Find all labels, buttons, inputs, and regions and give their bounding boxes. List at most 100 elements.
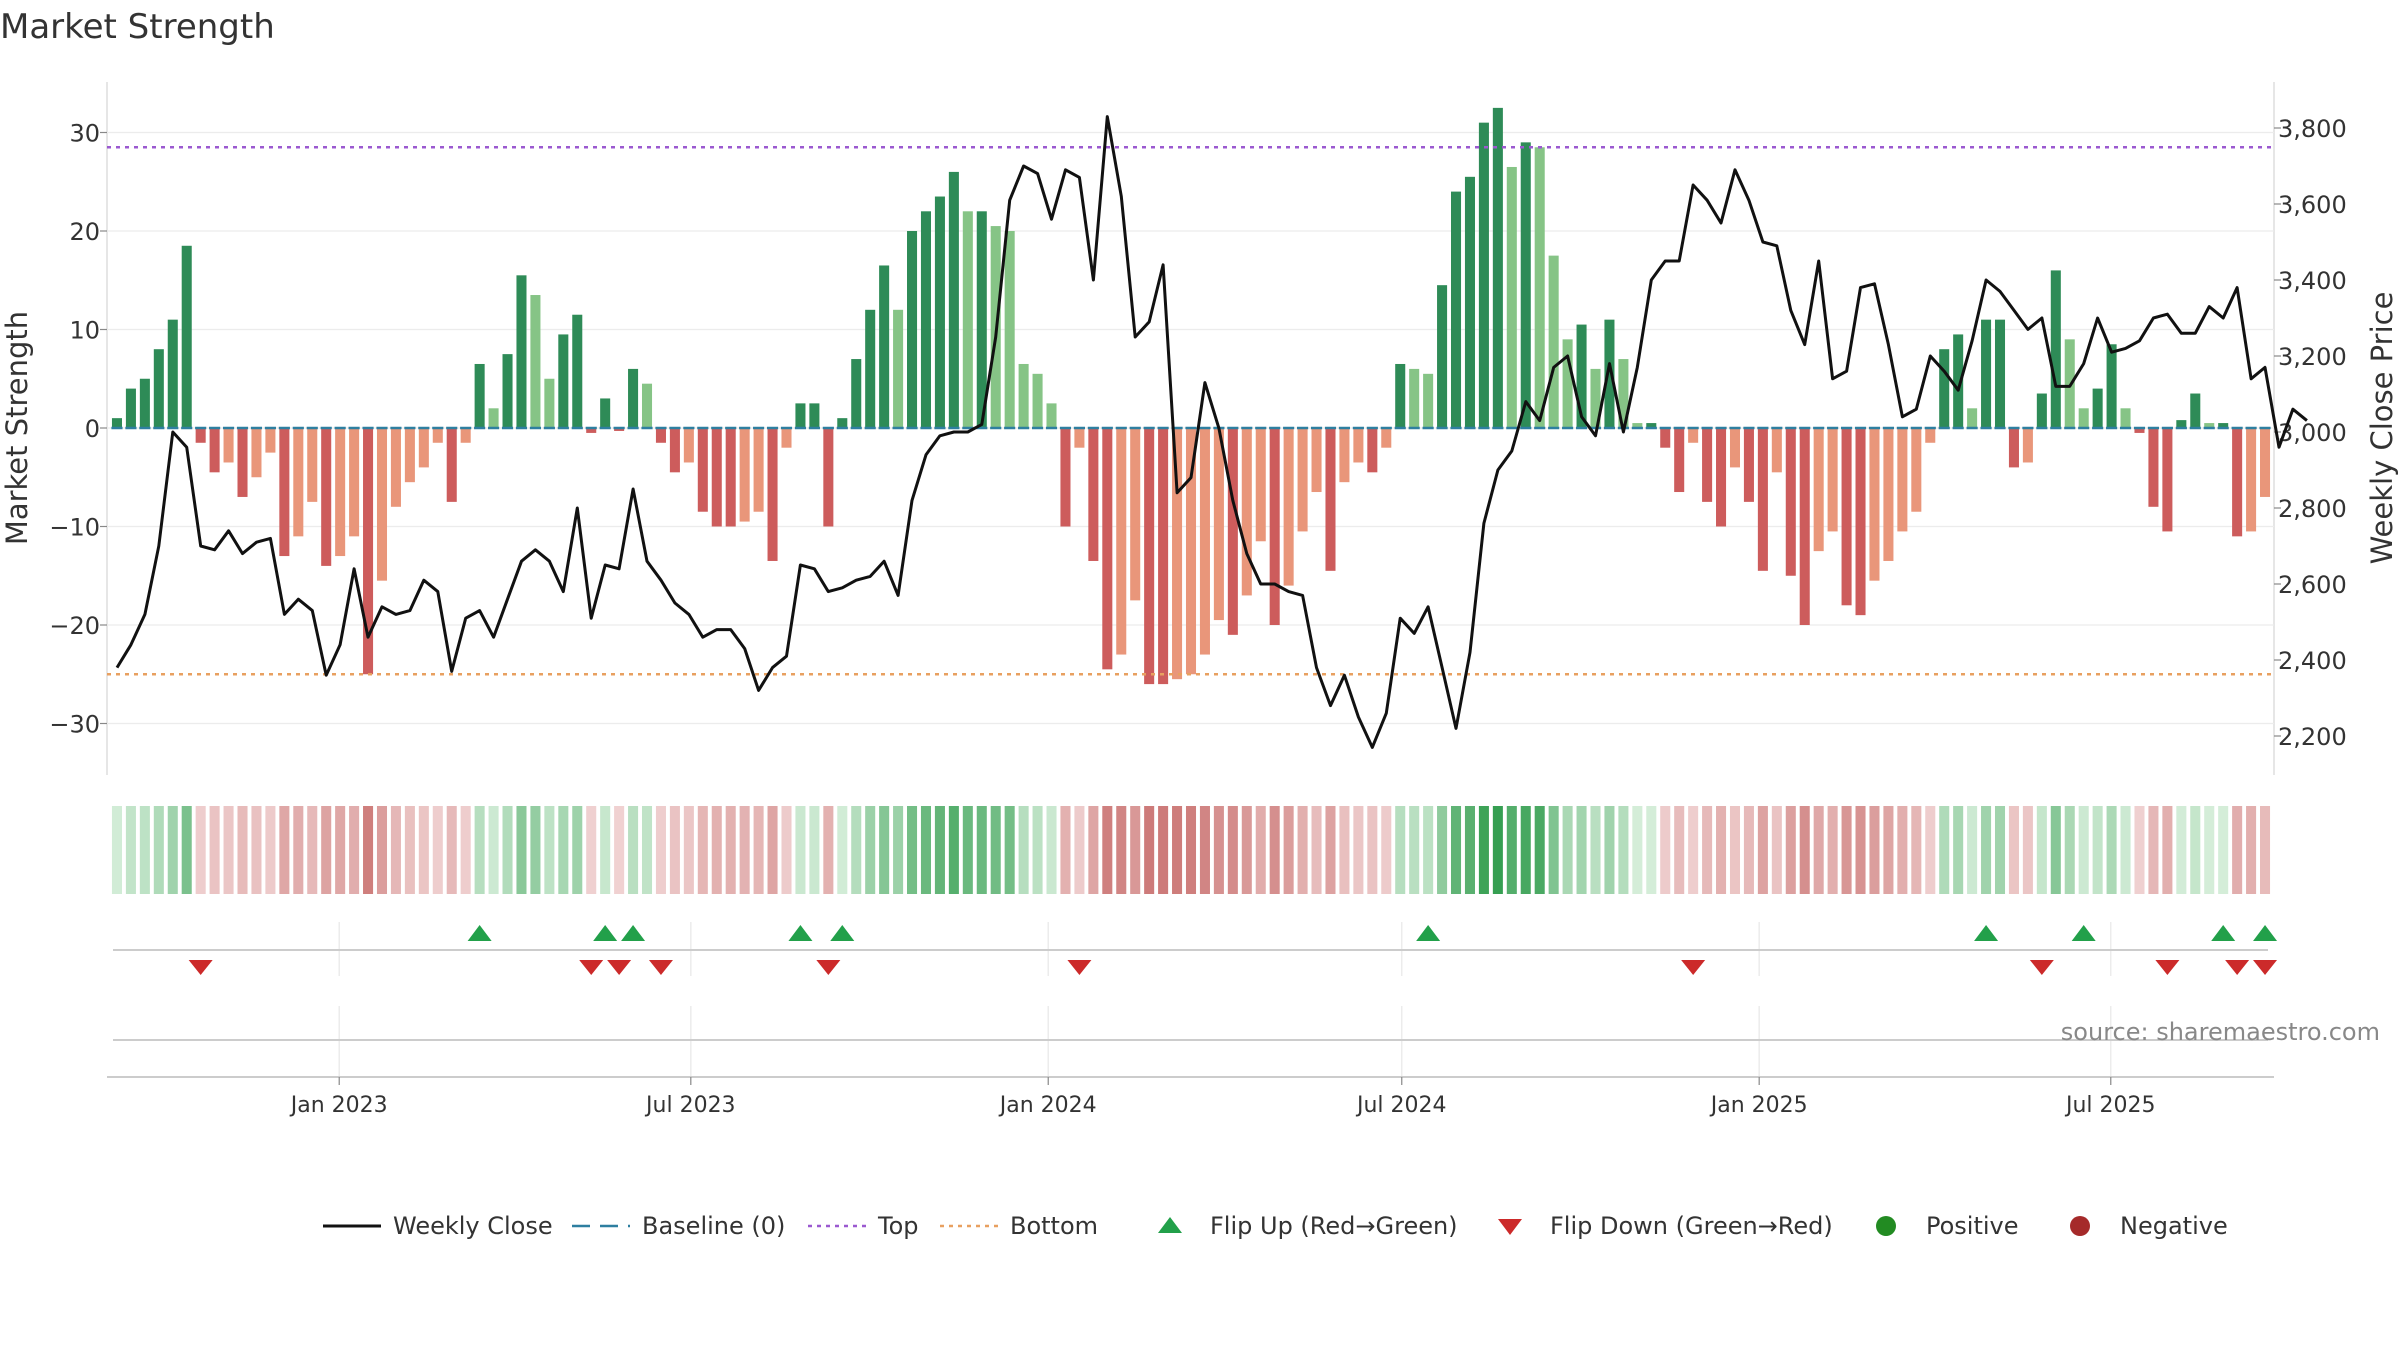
heat-cell	[1841, 806, 1852, 894]
strength-bar	[753, 428, 764, 512]
heat-cell	[2008, 806, 2019, 894]
heat-cell	[321, 806, 332, 894]
strength-bar	[1660, 428, 1671, 448]
heat-cell	[1757, 806, 1768, 894]
right-tick-label: 2,200	[2278, 723, 2347, 751]
strength-bar	[948, 171, 959, 428]
heat-cell	[851, 806, 862, 894]
heat-cell	[139, 806, 150, 894]
legend-item-flip-up-red-green: Flip Up (Red→Green)	[1158, 1212, 1458, 1240]
legend-label: Baseline (0)	[642, 1212, 785, 1240]
heat-cell	[948, 806, 959, 894]
strength-bar	[488, 408, 499, 428]
heat-cell	[655, 806, 666, 894]
strength-bar	[279, 428, 290, 557]
left-tick-label: 10	[69, 317, 100, 345]
legend-label: Top	[877, 1212, 919, 1240]
heat-cell	[1953, 806, 1964, 894]
strength-bar	[2106, 344, 2117, 428]
flip-down-marker	[188, 960, 213, 975]
heat-cell	[530, 806, 541, 894]
strength-bar	[879, 265, 890, 428]
strength-bar	[2008, 428, 2019, 468]
heat-cell	[1423, 806, 1434, 894]
strength-bar	[293, 428, 304, 537]
heat-cell	[1004, 806, 1015, 894]
legend-swatch-triangle-down	[1498, 1219, 1522, 1235]
heat-cell	[1283, 806, 1294, 894]
strength-bar	[516, 275, 527, 428]
heat-cell	[572, 806, 583, 894]
left-tick-label: −10	[49, 514, 100, 542]
strength-bar	[1450, 191, 1462, 428]
heat-cell	[2064, 806, 2075, 894]
heat-cell	[363, 806, 374, 894]
heat-cell	[1702, 806, 1713, 894]
heat-cell	[1102, 806, 1113, 894]
strength-bar	[1353, 428, 1364, 463]
flip-down-marker	[816, 960, 841, 975]
heat-cell	[1074, 806, 1085, 894]
strength-bar	[544, 378, 555, 428]
heat-cell	[293, 806, 304, 894]
heat-cell	[474, 806, 485, 894]
strength-bar	[530, 295, 541, 428]
strength-bar	[907, 231, 918, 428]
strength-bar	[2148, 428, 2159, 507]
strength-bar	[1130, 428, 1141, 601]
strength-bar	[1269, 428, 1280, 625]
heat-cell	[1130, 806, 1141, 894]
heat-cell	[781, 806, 792, 894]
heat-cell	[920, 806, 932, 894]
strength-bar	[1325, 428, 1336, 571]
flip-up-marker	[467, 925, 492, 941]
strength-bar	[2232, 428, 2243, 537]
strength-bar	[237, 428, 248, 497]
heat-cell	[753, 806, 764, 894]
legend-swatch-circle	[2070, 1216, 2090, 1236]
heat-cell	[404, 806, 415, 894]
heat-cell	[181, 806, 192, 894]
heat-cell	[1381, 806, 1392, 894]
strength-bar	[1004, 231, 1015, 428]
strength-bar	[1088, 428, 1099, 561]
heat-cell	[2120, 806, 2131, 894]
heat-cell	[432, 806, 443, 894]
strength-bar	[1757, 428, 1768, 571]
heat-cell	[879, 806, 890, 894]
heat-cell	[2078, 806, 2089, 894]
flip-down-marker	[2253, 960, 2278, 975]
x-tick-label: Jan 2025	[1709, 1093, 1808, 1118]
strength-bar	[823, 428, 834, 527]
heat-cell	[1994, 806, 2006, 894]
strength-bar	[795, 403, 806, 428]
strength-bar	[111, 418, 122, 428]
heat-cell	[1646, 806, 1657, 894]
heat-cell	[1018, 806, 1029, 894]
strength-bar	[669, 428, 680, 473]
strength-bar	[1785, 428, 1796, 576]
strength-bar	[2246, 428, 2257, 532]
strength-bar	[1018, 363, 1029, 428]
heat-cell	[837, 806, 848, 894]
flip-down-marker	[2029, 960, 2054, 975]
strength-bar	[1311, 428, 1322, 493]
strength-bar	[1464, 176, 1475, 428]
flip-up-marker	[2071, 925, 2096, 941]
flip-up-marker	[1974, 925, 1999, 941]
heat-cell	[907, 806, 918, 894]
strength-bars	[111, 107, 2271, 685]
strength-bar	[2134, 428, 2145, 433]
heat-cell	[809, 806, 820, 894]
strength-bar	[307, 428, 318, 502]
heat-cell	[1785, 806, 1796, 894]
heat-cell	[1883, 806, 1894, 894]
heat-cell	[1450, 806, 1462, 894]
heat-cell	[2092, 806, 2103, 894]
legend-label: Bottom	[1010, 1212, 1098, 1240]
heat-cell	[1716, 806, 1727, 894]
strength-bar	[1590, 368, 1601, 428]
heat-cell	[865, 806, 876, 894]
strength-bar	[739, 428, 750, 522]
